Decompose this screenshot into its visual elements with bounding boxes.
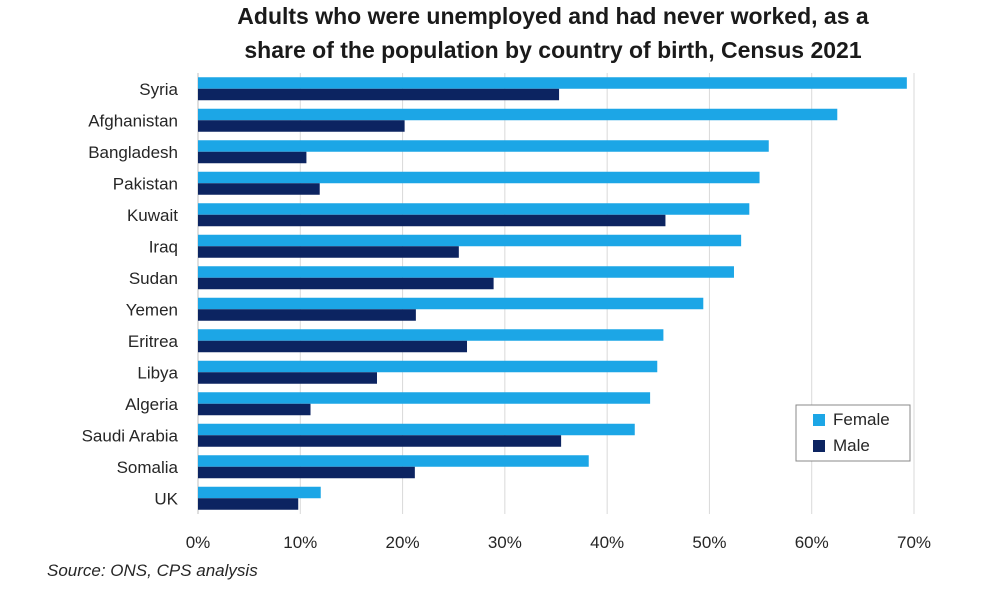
category-label: Eritrea [128,332,179,351]
category-label: Syria [139,80,178,99]
bar-female [198,203,750,215]
bar-male [198,309,416,321]
bar-female [198,423,635,436]
bar-male [198,246,459,258]
bars [198,77,907,510]
bar-male [198,120,405,132]
category-label: Saudi Arabia [82,426,179,445]
bar-male [198,277,494,290]
category-label: Afghanistan [88,111,178,130]
category-label: Sudan [129,269,178,288]
category-label: Yemen [126,300,178,319]
bar-male [198,466,415,479]
legend: Female Male [795,404,911,462]
bar-female [198,392,651,404]
bar-male [198,403,311,416]
x-tick-labels: 0% 10% 20% 30% 40% 50% 60% 70% [186,533,931,552]
category-label: Bangladesh [88,143,178,162]
x-tick-label: 70% [897,533,931,552]
category-label: Somalia [117,458,179,477]
bar-female [198,329,664,341]
bar-male [198,214,666,227]
category-labels: Syria Afghanistan Bangladesh Pakistan Kuwait… [82,80,179,509]
category-label: Pakistan [113,174,178,193]
bar-male [198,88,560,101]
bar-male [198,435,562,447]
category-label: Libya [137,363,178,382]
x-tick-label: 20% [386,533,420,552]
bar-male [198,498,299,510]
legend-label-female: Female [833,410,890,429]
category-label: Algeria [125,395,178,414]
category-label: UK [154,489,178,508]
bar-male [198,151,307,164]
bar-female [198,234,742,247]
source-note: Source: ONS, CPS analysis [47,561,258,580]
bar-female [198,171,760,184]
bar-male [198,372,377,384]
x-tick-label: 30% [488,533,522,552]
bar-male [198,183,320,195]
legend-swatch-female [813,414,825,426]
bar-female [198,108,838,121]
x-tick-label: 40% [590,533,624,552]
chart-title-line-1: Adults who were unemployed and had never… [237,3,869,29]
chart-title-line-2: share of the population by country of bi… [244,37,861,63]
bar-female [198,140,769,152]
legend-swatch-male [813,440,825,452]
bar-female [198,266,734,278]
bar-male [198,340,468,353]
bar-female [198,455,589,467]
category-label: Iraq [149,237,178,256]
bar-female [198,297,704,310]
bar-female [198,360,658,373]
x-tick-label: 0% [186,533,211,552]
x-tick-label: 50% [692,533,726,552]
x-tick-label: 60% [795,533,829,552]
x-tick-label: 10% [283,533,317,552]
bar-female [198,77,907,89]
category-label: Kuwait [127,206,178,225]
bar-female [198,486,321,499]
legend-label-male: Male [833,436,870,455]
